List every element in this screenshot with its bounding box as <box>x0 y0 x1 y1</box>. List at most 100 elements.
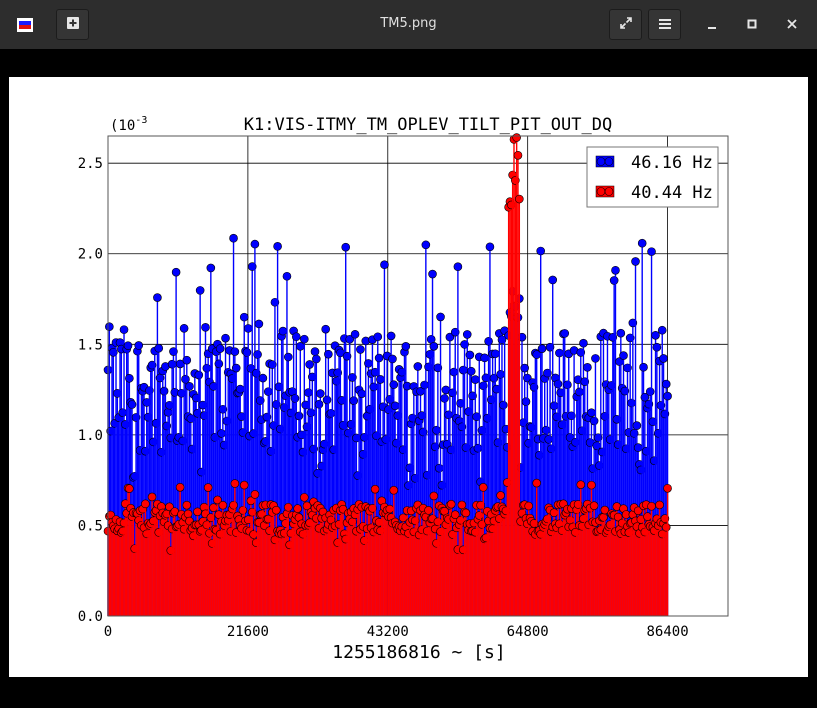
series-46-16hz-point <box>221 333 230 343</box>
series-40-44hz-point <box>203 483 213 492</box>
series-46-16hz-point <box>651 330 660 340</box>
series-46-16hz-point <box>436 312 445 322</box>
series-46-16hz-point <box>591 354 600 363</box>
series-40-44hz-point <box>175 482 185 492</box>
legend-label-blue: 46.16 Hz <box>631 153 713 173</box>
app-flag-icon <box>17 17 33 32</box>
series-40-44hz-point <box>182 500 192 510</box>
series-46-16hz-point <box>484 336 493 346</box>
series-46-16hz-point <box>206 263 216 273</box>
series-46-16hz-point <box>549 401 559 411</box>
minimize-button[interactable] <box>702 14 722 34</box>
series-46-16hz-point <box>444 410 453 420</box>
series-46-16hz-point <box>202 363 212 373</box>
series-40-44hz-point <box>125 484 134 493</box>
maximize-button[interactable] <box>742 14 762 34</box>
series-46-16hz-point <box>181 374 190 384</box>
series-40-44hz-point <box>165 502 174 512</box>
series-46-16hz-point <box>553 379 563 389</box>
series-46-16hz-point <box>294 411 304 421</box>
series-46-16hz-point <box>326 408 336 418</box>
series-46-16hz-point <box>217 429 226 438</box>
series-46-16hz-point <box>663 391 672 401</box>
series-46-16hz-point <box>243 324 253 333</box>
series-46-16hz-point <box>310 347 320 356</box>
series-46-16hz-point <box>304 388 313 397</box>
series-46-16hz-point <box>640 392 650 402</box>
x-tick-label: 43200 <box>367 624 409 640</box>
series-46-16hz-point <box>163 408 173 417</box>
series-46-16hz-point <box>449 367 459 377</box>
series-46-16hz-point <box>182 355 192 365</box>
window-title: TM5.png <box>380 16 437 31</box>
series-46-16hz-point <box>324 349 333 359</box>
series-46-16hz-point <box>575 387 584 397</box>
series-46-16hz-point <box>458 365 468 375</box>
series-46-16hz-point <box>440 394 449 403</box>
series-46-16hz-point <box>229 233 238 243</box>
series-46-16hz-point <box>465 350 475 360</box>
series-46-16hz-point <box>290 394 300 403</box>
series-40-44hz-point <box>457 500 467 510</box>
series-46-16hz-point <box>154 343 164 353</box>
series-46-16hz-point <box>432 425 441 435</box>
series-46-16hz-point <box>480 353 489 363</box>
series-46-16hz-point <box>587 408 596 417</box>
chart: 0 21600 43200 64800 864000.00.51.01.52.02.5 … <box>78 115 729 663</box>
series-46-16hz-point <box>521 397 531 406</box>
series-46-16hz-point <box>314 399 324 409</box>
series-46-16hz-point <box>537 344 547 353</box>
series-46-16hz-point <box>356 345 365 354</box>
close-button[interactable] <box>782 14 802 34</box>
y-exponent-label: (10-3 <box>110 115 147 134</box>
series-40-44hz-point <box>239 480 249 490</box>
series-46-16hz-point <box>306 408 316 418</box>
series-46-16hz-point <box>296 342 305 351</box>
y-tick-label: 2.5 <box>78 156 103 172</box>
series-46-16hz-point <box>258 373 268 383</box>
series-40-44hz-point <box>249 530 258 539</box>
series-46-16hz-point <box>300 334 309 344</box>
series-40-44hz-point <box>293 504 302 513</box>
series-46-16hz-point <box>214 359 224 369</box>
series-46-16hz-point <box>312 354 321 364</box>
series-46-16hz-point <box>611 265 620 275</box>
series-40-44hz-point <box>647 501 656 511</box>
series-46-16hz-point <box>263 387 273 396</box>
menu-button[interactable] <box>648 9 681 40</box>
series-46-16hz-point <box>466 366 476 376</box>
series-46-16hz-point <box>633 443 643 452</box>
series-46-16hz-point <box>548 275 558 285</box>
series-40-44hz-point <box>599 513 608 522</box>
series-46-16hz-point <box>627 398 636 408</box>
series-46-16hz-point <box>544 434 554 444</box>
series-46-16hz-point <box>322 395 332 405</box>
series-46-16hz-point <box>364 359 373 368</box>
series-46-16hz-point <box>373 332 383 342</box>
series-40-44hz-point <box>218 500 228 510</box>
series-40-44hz-point <box>461 508 471 518</box>
series-40-44hz-point <box>271 505 281 515</box>
maximize-icon <box>746 15 758 34</box>
series-46-16hz-point <box>292 332 301 342</box>
fullscreen-button[interactable] <box>609 9 642 40</box>
new-tab-button[interactable] <box>56 9 89 40</box>
legend-label-red: 40.44 Hz <box>631 183 713 203</box>
series-46-16hz-point <box>118 408 127 417</box>
series-40-44hz-point <box>496 491 505 500</box>
new-tab-icon <box>66 15 80 34</box>
y-tick-label: 0.0 <box>78 609 103 625</box>
series-46-16hz-point <box>250 239 260 249</box>
series-46-16hz-point <box>134 341 144 350</box>
series-40-44hz-point <box>655 500 664 510</box>
series-46-16hz-point <box>645 387 655 396</box>
y-tick-label: 0.5 <box>78 518 103 534</box>
series-46-16hz-point <box>242 348 252 357</box>
series-46-16hz-point <box>357 389 367 399</box>
chart-title: K1:VIS-ITMY_TM_OPLEV_TILT_PIT_OUT_DQ <box>244 115 612 135</box>
series-46-16hz-point <box>647 247 656 256</box>
x-axis-label: 1255186816 ~ [s] <box>332 642 505 663</box>
y-tick-label: 2.0 <box>78 247 103 263</box>
series-46-16hz-point <box>230 347 240 356</box>
series-46-16hz-point <box>659 354 668 363</box>
